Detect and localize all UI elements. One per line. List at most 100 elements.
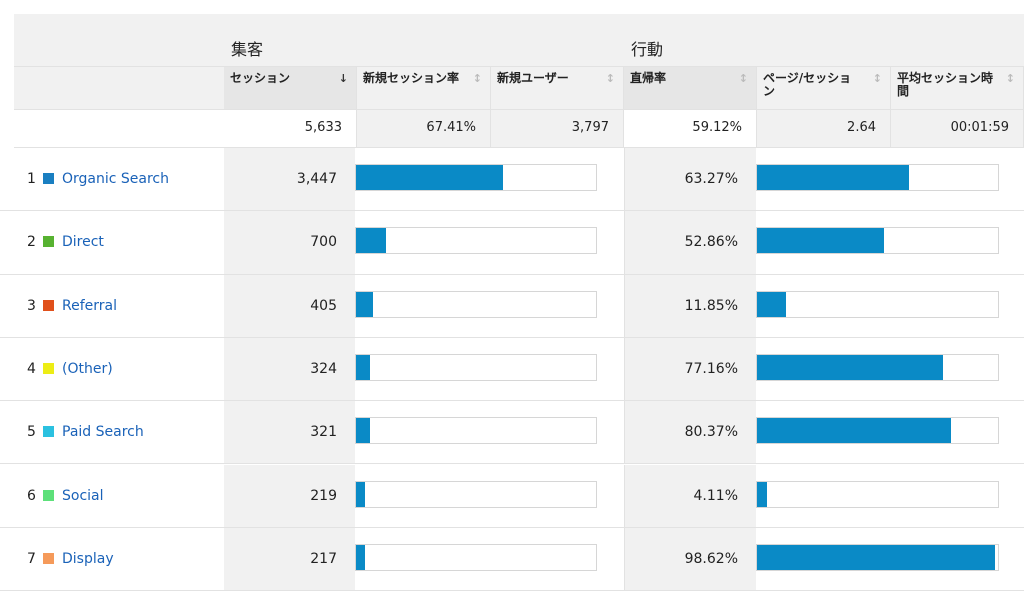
table-row: 5 Paid Search 321 80.37% [0,401,1024,465]
sort-arrow-icon[interactable]: ↕ [1005,72,1015,85]
row-index: 4 [27,360,36,377]
sort-arrow-icon[interactable]: ↕ [872,72,882,85]
bounce-rate-bar [756,417,999,445]
total-value-1: 67.41% [357,110,491,147]
sessions-share-fill [356,165,503,190]
sort-arrow-icon[interactable]: ↕ [472,72,482,85]
channel-cell: 6 Social [0,465,224,527]
sessions-value: 3,447 [224,148,355,211]
channel-link[interactable]: Referral [62,297,117,314]
channel-link[interactable]: Paid Search [62,424,144,441]
sort-arrow-icon[interactable]: ↕ [738,72,748,85]
sessions-share-fill [356,418,370,444]
column-divider [624,274,625,337]
column-divider [624,148,625,211]
column-header-5[interactable]: 平均セッション時間 ↕ [891,66,1024,109]
channel-link[interactable]: Display [62,550,114,567]
column-header-label: 新規ユーザー [497,71,569,85]
divider [14,147,1024,148]
sessions-value: 405 [224,274,355,337]
row-index: 6 [27,487,36,504]
table-row: 3 Referral 405 11.85% [0,274,1024,338]
column-divider [624,211,625,274]
sessions-share-fill [356,291,374,317]
sessions-value: 324 [224,337,355,401]
bounce-rate-fill [757,291,786,317]
sort-arrow-icon[interactable]: ↓ [338,72,348,85]
column-header-2[interactable]: 新規ユーザー ↕ [491,66,624,109]
bounce-rate-bar [756,290,999,318]
total-value-4: 2.64 [757,110,891,147]
bounce-rate-value: 98.62% [625,527,756,591]
total-value-2: 3,797 [491,110,624,147]
bounce-rate-bar [756,543,999,571]
bounce-rate-value: 4.11% [625,464,756,527]
channel-link[interactable]: Organic Search [62,171,170,187]
total-value-0: 5,633 [224,110,357,147]
channel-cell: 2 Direct [0,211,224,273]
channel-link[interactable]: Social [62,487,104,504]
table-row: 2 Direct 700 52.86% [0,211,1024,275]
column-header-label: ページ/セッション [763,71,852,98]
column-header-label: 平均セッション時間 [897,71,994,98]
sort-arrow-icon[interactable]: ↕ [605,72,615,85]
sessions-value: 321 [224,401,355,464]
group-heading-behavior: 行動 [631,40,664,59]
bounce-rate-fill [757,354,943,380]
channel-cell: 5 Paid Search [0,401,224,463]
row-index: 7 [27,550,36,567]
bounce-rate-fill [757,165,910,190]
row-index: 3 [27,297,36,314]
color-swatch-icon [43,236,54,248]
divider [14,109,1024,110]
column-divider [624,527,625,591]
channel-cell: 7 Display [0,528,224,590]
row-index: 5 [27,424,36,441]
bounce-rate-fill [757,544,995,570]
sessions-share-bar [355,480,597,508]
total-value-5: 00:01:59 [891,110,1024,147]
sessions-share-fill [356,481,366,507]
bounce-rate-fill [757,481,767,507]
bounce-rate-bar [756,353,999,381]
channel-cell: 4 (Other) [0,338,224,400]
divider [14,66,1024,67]
bounce-rate-fill [757,418,951,444]
column-header-label: 直帰率 [630,71,667,85]
header-band-behavior [624,14,1024,66]
channel-link[interactable]: Direct [62,234,104,251]
column-header-label: セッション [230,71,291,85]
column-header-label: 新規セッション率 [363,71,460,85]
total-value-3: 59.12% [624,110,757,147]
column-header-0[interactable]: セッション ↓ [224,66,357,109]
sessions-value: 217 [224,527,355,591]
sessions-share-bar [355,417,597,445]
table-row: 6 Social 219 4.11% [0,464,1024,528]
color-swatch-icon [43,552,54,564]
bounce-rate-bar [756,227,999,255]
channel-link[interactable]: (Other) [62,360,113,377]
sessions-share-fill [356,228,386,254]
sessions-share-fill [356,354,370,380]
column-header-3[interactable]: 直帰率 ↕ [624,66,757,109]
sessions-share-bar [355,290,597,318]
sessions-share-bar [355,227,597,255]
table-row: 1 Organic Search 3,447 63.27% [0,148,1024,212]
group-heading-acquisition: 集客 [231,40,264,59]
channel-cell: 3 Referral [0,275,224,337]
bounce-rate-value: 63.27% [625,148,756,211]
column-header-1[interactable]: 新規セッション率 ↕ [357,66,491,109]
channel-cell: 1 Organic Search [0,148,224,210]
color-swatch-icon [43,299,54,311]
color-swatch-icon [43,362,54,374]
color-swatch-icon [43,426,54,438]
bounce-rate-fill [757,228,885,254]
sessions-share-bar [355,543,597,571]
column-header-4[interactable]: ページ/セッション ↕ [757,66,891,109]
sessions-share-fill [356,544,366,570]
bounce-rate-value: 52.86% [625,211,756,274]
header-band-acquisition [224,14,624,66]
column-divider [624,401,625,464]
sessions-share-bar [355,164,597,191]
table-row: 7 Display 217 98.62% [0,527,1024,592]
